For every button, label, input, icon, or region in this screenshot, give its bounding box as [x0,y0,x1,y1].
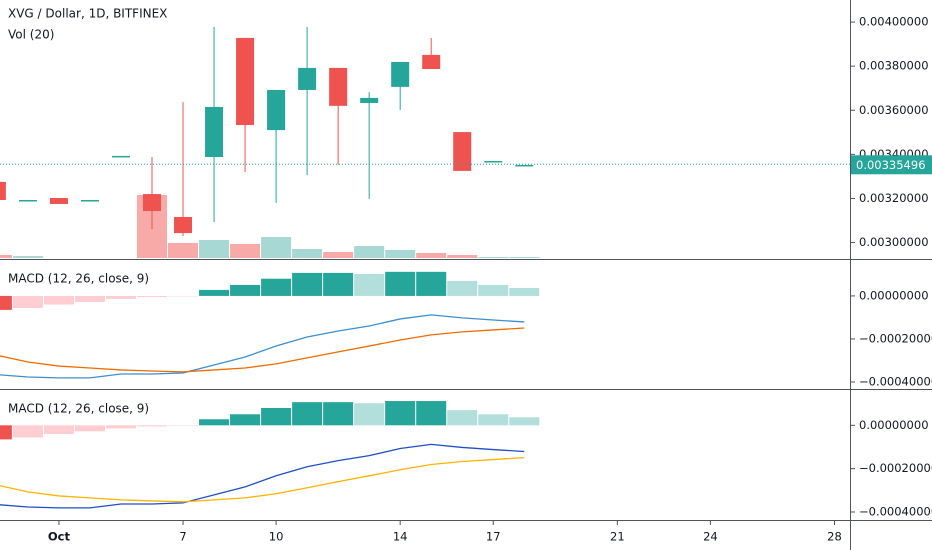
chart-title: XVG / Dollar, 1D, BITFINEX [8,7,167,21]
candle-body [205,106,224,158]
volume-bar [292,249,323,258]
last-price-label: 0.00335496 [856,158,926,172]
macd-histogram-bar [136,295,168,298]
macd-histogram-bar [323,272,354,296]
x-tick-label: 21 [610,530,625,544]
macd-histogram-bar [354,403,385,426]
y-tick-label: −0.00040000 [859,374,932,388]
x-tick-label: 14 [393,530,408,544]
volume-bar [385,250,416,258]
y-tick-label: 0.00360000 [859,103,929,117]
macd-histogram-bar [509,417,540,426]
last-price-box [851,155,932,175]
candle-body [267,89,286,131]
candle-body [298,67,317,90]
volume-bar [323,252,354,258]
candle-body [515,164,534,167]
macd-histogram-bar [509,287,540,296]
macd-histogram-bar [43,425,74,434]
macd-histogram-bar [74,425,105,432]
candle-body [49,198,68,204]
volume-bar [230,244,261,258]
macd-histogram-bar [74,295,105,302]
y-tick-label: 0.00380000 [859,59,929,73]
volume-bar [354,246,385,258]
candle-body [0,181,6,201]
macd-histogram-bar [447,410,478,426]
volume-bar [509,257,540,258]
volume-bar [12,256,43,258]
volume-bar [447,255,478,258]
volume-bar [478,257,509,258]
macd-histogram-bar [261,278,292,296]
macd-histogram-bar [105,425,136,429]
plot-area [0,26,850,509]
macd-histogram-bar [478,414,509,426]
x-tick-label: Oct [48,530,71,544]
macd-title: MACD (12, 26, close, 9) [8,402,149,416]
macd-histogram-bar [230,284,261,296]
y-tick-label: −0.00020000 [859,331,932,345]
macd-histogram-bar [230,414,261,426]
macd-histogram-bar [323,402,354,426]
candle-body [111,155,130,158]
y-tick-label: 0.00300000 [859,235,929,249]
macd-histogram-bar [416,401,447,426]
candle-body [484,160,503,163]
x-tick-label: 24 [703,530,718,544]
macd-histogram-bar [292,402,323,426]
candle-body [80,200,99,202]
macd-histogram-bar [478,284,509,296]
candle-body [18,200,37,202]
x-tick-label: 7 [179,530,186,544]
macd-line [0,314,525,379]
macd-histogram-bar [43,295,74,305]
macd-histogram-bar [0,425,12,440]
axes: 0.004000000.003800000.003600000.00340000… [48,15,932,544]
macd-histogram-bar [12,295,43,308]
candle-body [360,97,379,103]
macd-histogram-bar [385,401,416,426]
y-tick-label: −0.00020000 [859,461,932,475]
macd-histogram-bar [199,289,230,296]
candle-body [236,37,255,126]
volume-bar [0,255,12,258]
x-tick-label: 17 [486,530,501,544]
macd-histogram-bar [0,295,12,310]
volume-title: Vol (20) [8,28,54,42]
candle-body [174,216,193,234]
y-tick-label: 0.00320000 [859,191,929,205]
macd-histogram-bar [385,271,416,296]
volume-bar [416,253,447,258]
macd-histogram-bar [136,425,168,427]
macd-histogram-bar [292,272,323,296]
x-tick-label: 10 [269,530,284,544]
macd-histogram-bar [199,419,230,426]
macd-histogram-bar [12,425,43,438]
candle-body [391,61,410,87]
y-tick-label: 0.00000000 [859,288,929,302]
signal-line [0,327,525,373]
x-tick-label: 28 [827,530,842,544]
candle-body [329,67,348,106]
candle-body [453,132,472,171]
volume-bar [199,240,230,258]
macd-line [0,443,525,509]
macd-title: MACD (12, 26, close, 9) [8,272,149,286]
macd-histogram-bar [416,271,447,296]
volume-bar [261,237,292,258]
y-tick-label: 0.00000000 [859,418,929,432]
y-tick-label: 0.00400000 [859,15,929,29]
candle-body [422,54,441,70]
macd-histogram-bar [354,273,385,296]
candle-body [143,194,162,212]
macd-histogram-bar [105,295,136,299]
volume-bar [168,243,199,258]
macd-histogram-bar [261,407,292,426]
macd-histogram-bar [447,280,478,296]
signal-line [0,456,525,503]
y-tick-label: −0.00040000 [859,504,932,518]
